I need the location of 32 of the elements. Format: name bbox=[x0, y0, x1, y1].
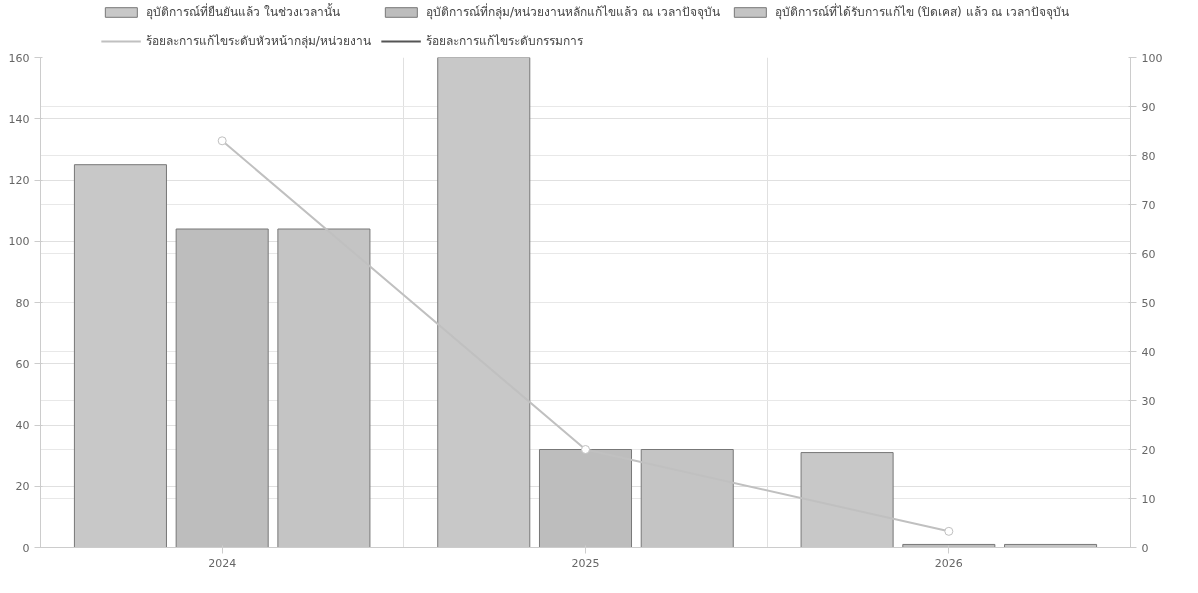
y-tick-label: 0 bbox=[22, 541, 30, 555]
point bbox=[217, 136, 227, 146]
x-tick-label: 2025 bbox=[571, 556, 600, 570]
legend-label: ร้อยละการแก้ไขระดับกรรมการ bbox=[425, 33, 583, 50]
y-tick-label: 160 bbox=[8, 51, 30, 65]
bar bbox=[175, 228, 269, 548]
y2-tick-label: 40 bbox=[1141, 345, 1156, 359]
point bbox=[581, 445, 590, 454]
y2-tick-label: 100 bbox=[1141, 51, 1163, 65]
y-tick-label: 40 bbox=[15, 419, 30, 432]
y-tick-label: 140 bbox=[8, 112, 30, 126]
y2-tick-label: 0 bbox=[1141, 541, 1149, 555]
x-tick-label: 2024 bbox=[208, 556, 237, 570]
legend-label: อุบัติการณ์ที่ได้รับการแก้ไข (ปิดเคส) แล้ว ณ เวลาปัจจุบัน bbox=[774, 2, 1070, 21]
y2-tick-label: 70 bbox=[1141, 198, 1156, 212]
y2-tick-label: 30 bbox=[1141, 394, 1156, 408]
y2-tick-label: 80 bbox=[1141, 149, 1156, 163]
y2-tick-label: 20 bbox=[1141, 443, 1156, 457]
point bbox=[944, 526, 954, 536]
legend-label: ร้อยละการแก้ไขระดับหัวหน้ากลุ่ม/หน่วยงาน bbox=[145, 33, 371, 50]
x-tick-label: 2026 bbox=[934, 556, 963, 570]
y2-tick-label: 10 bbox=[1141, 492, 1156, 506]
y-tick-label: 80 bbox=[15, 296, 30, 310]
y2-tick-label: 60 bbox=[1141, 247, 1156, 261]
legend-label: อุบัติการณ์ที่ยืนยันแล้ว ในช่วงเวลานั้น bbox=[145, 2, 340, 21]
y2-tick-label: 90 bbox=[1141, 100, 1156, 114]
y-tick-label: 120 bbox=[8, 174, 30, 187]
y-tick-label: 100 bbox=[8, 235, 30, 249]
legend-label: อุบัติการณ์ที่กลุ่ม/หน่วยงานหลักแก้ไขแล้ว ณ เวลาปัจจุบัน bbox=[425, 2, 720, 21]
y2-tick-label: 50 bbox=[1141, 296, 1156, 310]
y-tick-label: 60 bbox=[15, 357, 30, 371]
y-tick-label: 20 bbox=[15, 480, 30, 494]
